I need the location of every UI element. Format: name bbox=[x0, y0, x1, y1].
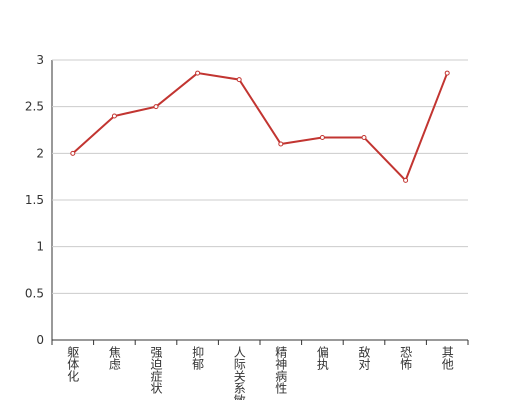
y-tick-label: 2 bbox=[36, 146, 44, 160]
y-tick-label: 1 bbox=[36, 240, 44, 254]
point bbox=[361, 134, 367, 140]
point bbox=[444, 70, 450, 76]
point bbox=[195, 70, 201, 76]
y-tick-label: 1.5 bbox=[25, 193, 44, 207]
line bbox=[72, 72, 449, 183]
x-tick-label: 恐怖 bbox=[399, 346, 413, 370]
x-tick-label: 精神病性 bbox=[274, 346, 288, 395]
x-tick-label: 抑郁 bbox=[191, 345, 205, 371]
y-tick-label: 0 bbox=[36, 333, 44, 347]
point bbox=[153, 104, 159, 110]
point bbox=[403, 177, 409, 183]
x-tick-label: 敌对 bbox=[357, 345, 371, 370]
point bbox=[236, 77, 242, 83]
x-tick-label: 焦虑 bbox=[107, 346, 121, 370]
x-tick-label: 偏执 bbox=[315, 345, 329, 371]
point bbox=[70, 150, 76, 156]
y-tick-label: 3 bbox=[36, 53, 44, 67]
x-tick-label: 躯体化 bbox=[66, 345, 80, 383]
y-tick-label: 0.5 bbox=[25, 286, 44, 300]
x-tick-label: 其他 bbox=[440, 346, 454, 370]
point bbox=[278, 141, 284, 147]
y-tick-label: 2.5 bbox=[25, 100, 44, 114]
x-tick-label: 强迫症状 bbox=[149, 346, 163, 394]
x-tick-label: 人际关系敏感 bbox=[232, 346, 246, 400]
point bbox=[111, 113, 117, 119]
point bbox=[319, 134, 325, 140]
